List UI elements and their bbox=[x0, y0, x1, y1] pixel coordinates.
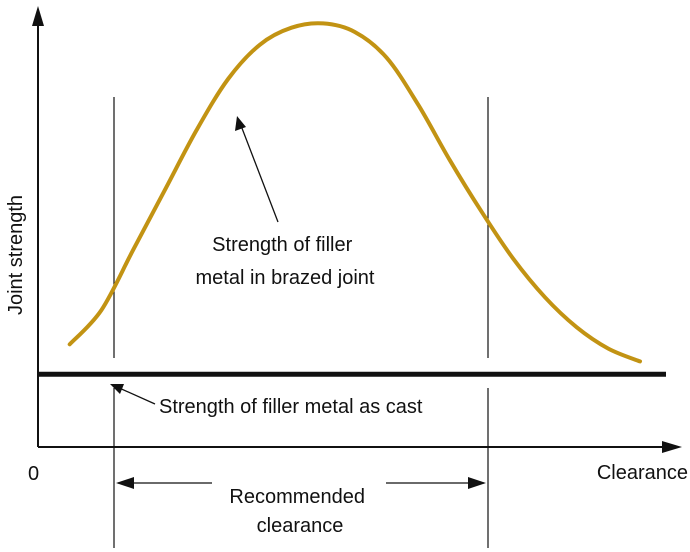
recommended-clearance-label: Recommended clearance bbox=[229, 486, 370, 537]
cast-annotation-arrowhead-icon bbox=[110, 384, 124, 394]
brazed-annotation-leader bbox=[239, 122, 279, 223]
x-axis-label: Clearance bbox=[597, 462, 688, 484]
recommended-dimension-left-arrow-icon bbox=[116, 477, 134, 489]
recommended-label-line-1: Recommended bbox=[229, 486, 365, 508]
brazed-joint-strength-curve bbox=[67, 21, 642, 364]
cast-annotation-text: Strength of filler metal as cast bbox=[159, 396, 423, 418]
brazed-annotation-line-2: metal in brazed joint bbox=[196, 267, 375, 289]
x-axis-arrow-icon bbox=[662, 441, 682, 453]
brazed-annotation-text: Strength of filler metal in brazed joint bbox=[196, 234, 375, 289]
recommended-label-line-2: clearance bbox=[257, 515, 344, 537]
y-axis-arrow-icon bbox=[32, 6, 44, 26]
cast-annotation-leader bbox=[116, 386, 156, 405]
brazed-annotation-line-1: Strength of filler bbox=[212, 234, 352, 256]
y-axis-label: Joint strength bbox=[5, 195, 27, 315]
recommended-dimension-right-arrow-icon bbox=[468, 477, 486, 489]
brazed-annotation-arrowhead-icon bbox=[235, 116, 246, 131]
origin-label: 0 bbox=[28, 463, 39, 485]
